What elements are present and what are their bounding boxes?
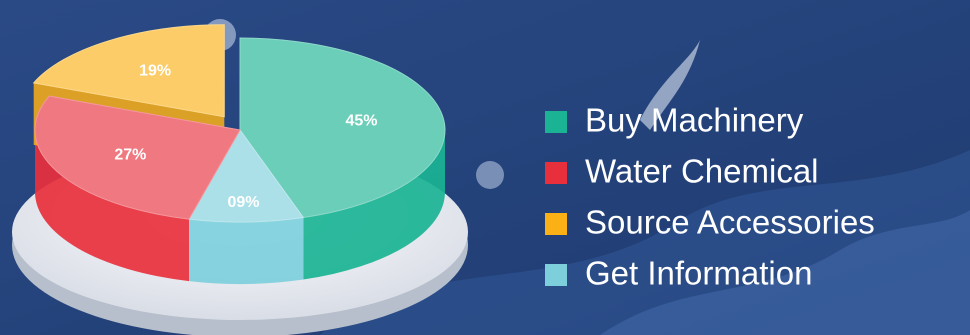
slice [239,37,446,219]
legend-label: Get Information [585,255,812,292]
value-label: 45% [345,113,377,130]
legend-swatch [545,264,567,286]
slice-side [35,130,189,282]
legend-swatch [545,213,567,235]
legend-swatch [545,162,567,184]
value-label: 27% [114,146,146,163]
wave [600,210,970,335]
slice-side [303,130,445,280]
value-label: 09% [227,194,259,211]
drop [640,40,700,130]
slice-side [189,217,304,284]
slice [188,129,305,223]
legend-label: Buy Machinery [585,102,804,139]
legend-label: Source Accessories [585,204,875,241]
legend-label: Water Chemical [585,153,819,190]
legend-swatch [545,111,567,133]
pie: 45% 09% 27% 19% [32,24,446,284]
slice [32,24,225,118]
value-label: 19% [139,62,171,79]
drop [476,161,504,189]
legend: Buy Machinery Water Chemical Source Access… [545,102,875,292]
wave [320,150,970,335]
slice [34,95,241,220]
